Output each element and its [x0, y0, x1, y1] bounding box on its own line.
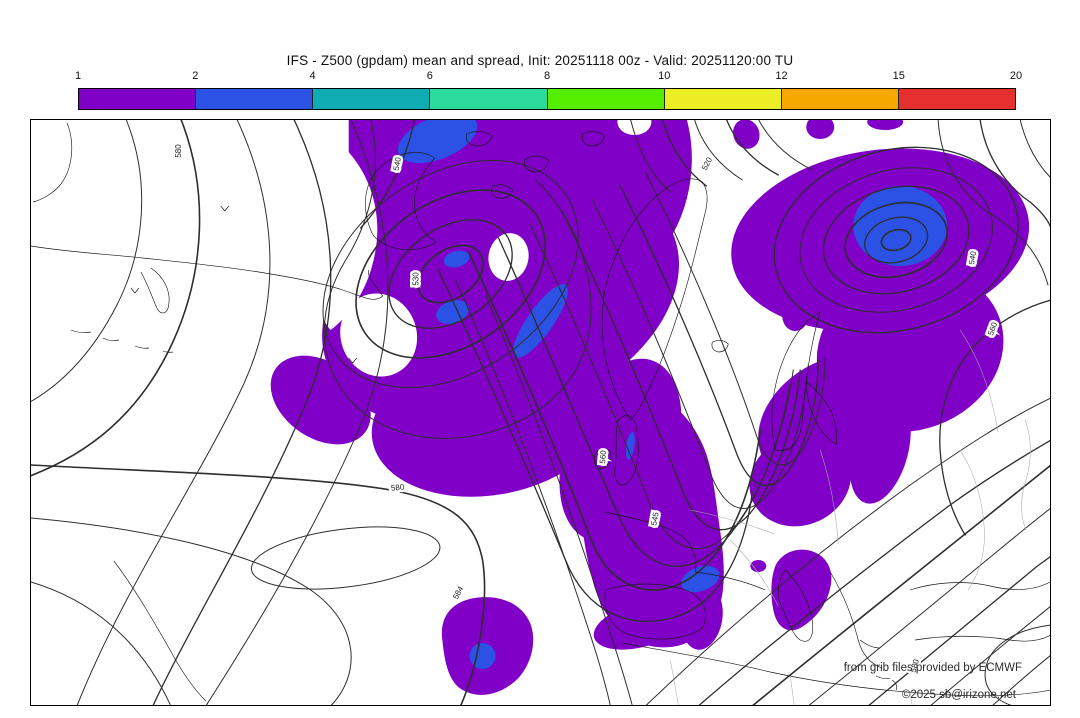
- attribution-copyright: ©2025 sb@irizone.net: [901, 689, 1016, 701]
- colorbar-tick: 4: [309, 70, 316, 82]
- page-title: IFS - Z500 (gpdam) mean and spread, Init…: [286, 53, 794, 68]
- contour-label: 580: [391, 482, 406, 492]
- colorbar-tick: 2: [192, 70, 199, 82]
- coastlines: [31, 122, 1050, 702]
- colorbar-segment-2-4: [195, 89, 313, 109]
- colorbar-segment-6-8: [429, 89, 547, 109]
- colorbar-segment-1-2: [79, 89, 196, 109]
- colorbar-tick: 20: [1009, 70, 1023, 82]
- contour-label: 530: [412, 272, 421, 286]
- contour-label: 584: [451, 584, 465, 600]
- colorbar-tick: 1: [74, 70, 82, 82]
- map-frame: 580 540 530 580 560 545 520 540 560 580 584: [30, 119, 1051, 706]
- colorbar-tick: 12: [775, 70, 788, 82]
- colorbar-ticks: 1 2 4 6 8 10 12 15 20: [74, 70, 1022, 84]
- contour-label: 520: [700, 155, 714, 171]
- colorbar-tick: 10: [658, 70, 671, 82]
- border-lines: [670, 329, 1031, 705]
- colorbar-segment-15-20: [897, 89, 1015, 109]
- z500-contour-lines: [31, 120, 1050, 705]
- colorbar-tick: 6: [426, 70, 433, 82]
- colorbar-segment-10-12: [663, 89, 781, 109]
- contour-label: 560: [598, 449, 608, 464]
- contour-label: 580: [174, 144, 183, 158]
- attribution-ecmwf: from grib files provided by ECMWF: [843, 662, 1022, 674]
- colorbar-tick: 15: [892, 70, 905, 82]
- colorbar-segment-8-10: [546, 89, 664, 109]
- colorbar-segment-12-15: [780, 89, 898, 109]
- colorbar-segment-4-6: [312, 89, 430, 109]
- colorbar: [78, 88, 1016, 110]
- colorbar-tick: 8: [543, 70, 551, 82]
